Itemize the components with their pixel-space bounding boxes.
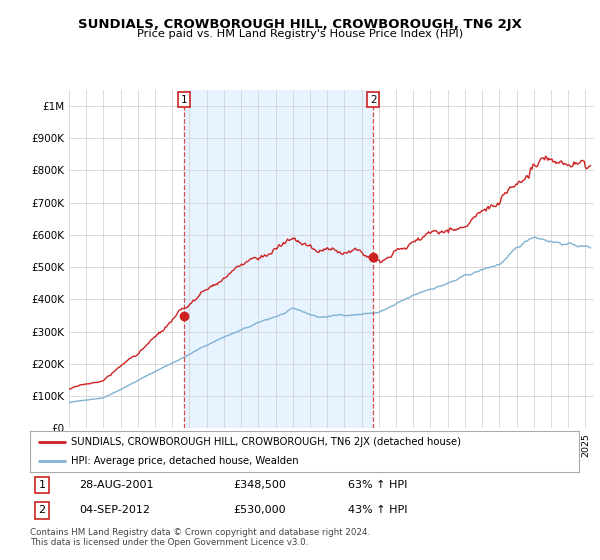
Text: 63% ↑ HPI: 63% ↑ HPI: [349, 480, 408, 491]
Text: £348,500: £348,500: [233, 480, 286, 491]
Text: 04-SEP-2012: 04-SEP-2012: [79, 506, 151, 516]
Text: SUNDIALS, CROWBOROUGH HILL, CROWBOROUGH, TN6 2JX: SUNDIALS, CROWBOROUGH HILL, CROWBOROUGH,…: [78, 18, 522, 31]
Text: 43% ↑ HPI: 43% ↑ HPI: [349, 506, 408, 516]
Text: HPI: Average price, detached house, Wealden: HPI: Average price, detached house, Weal…: [71, 456, 299, 466]
Text: £530,000: £530,000: [233, 506, 286, 516]
Text: 28-AUG-2001: 28-AUG-2001: [79, 480, 154, 491]
Text: Price paid vs. HM Land Registry's House Price Index (HPI): Price paid vs. HM Land Registry's House …: [137, 29, 463, 39]
Text: 2: 2: [370, 95, 377, 105]
Text: 1: 1: [38, 480, 46, 491]
Text: 1: 1: [181, 95, 187, 105]
Text: SUNDIALS, CROWBOROUGH HILL, CROWBOROUGH, TN6 2JX (detached house): SUNDIALS, CROWBOROUGH HILL, CROWBOROUGH,…: [71, 437, 461, 447]
Bar: [184, 90, 373, 428]
Text: 2: 2: [38, 506, 46, 516]
Text: Contains HM Land Registry data © Crown copyright and database right 2024.
This d: Contains HM Land Registry data © Crown c…: [30, 528, 370, 547]
